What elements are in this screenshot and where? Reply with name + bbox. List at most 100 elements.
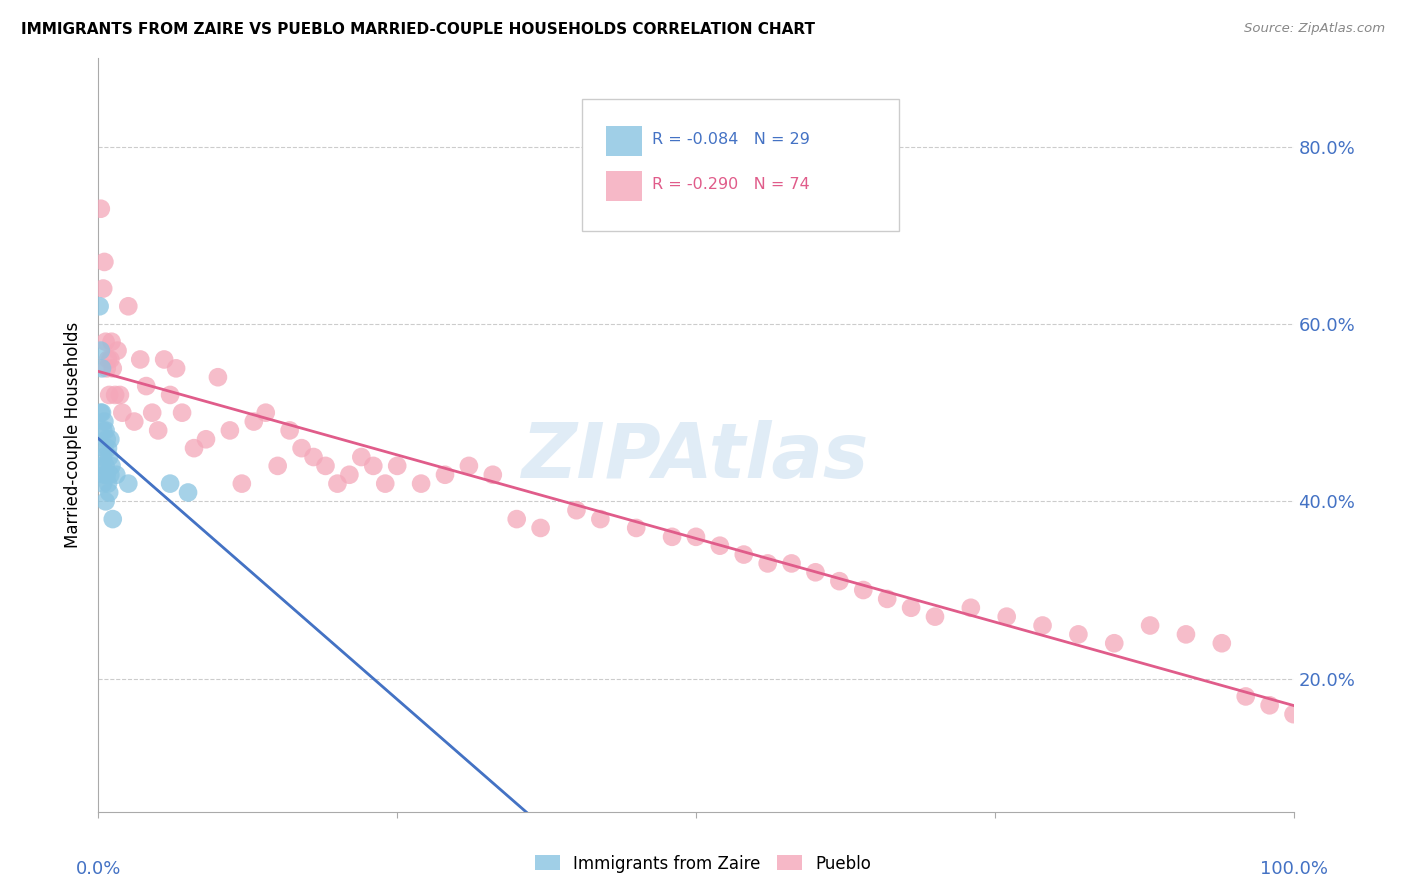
Point xyxy=(278,424,301,438)
Point xyxy=(93,467,115,482)
Point xyxy=(108,388,131,402)
Point xyxy=(98,450,121,464)
Point xyxy=(207,370,229,384)
Point xyxy=(1234,690,1257,704)
Point xyxy=(685,530,707,544)
Point xyxy=(91,424,114,438)
FancyBboxPatch shape xyxy=(606,171,643,202)
Point xyxy=(363,458,385,473)
Point xyxy=(411,476,433,491)
Text: R = -0.290   N = 74: R = -0.290 N = 74 xyxy=(652,178,810,192)
Point xyxy=(135,379,157,393)
Point xyxy=(852,582,875,597)
Legend: Immigrants from Zaire, Pueblo: Immigrants from Zaire, Pueblo xyxy=(529,848,877,880)
Point xyxy=(177,485,200,500)
Point xyxy=(231,476,253,491)
Point xyxy=(1139,618,1161,632)
Point xyxy=(995,609,1018,624)
Point xyxy=(219,424,242,438)
Point xyxy=(100,458,122,473)
Point xyxy=(804,566,827,580)
Point xyxy=(1067,627,1090,641)
Point xyxy=(350,450,373,464)
Point xyxy=(733,548,755,562)
Point xyxy=(141,406,163,420)
Point xyxy=(530,521,553,535)
Y-axis label: Married-couple Households: Married-couple Households xyxy=(65,322,83,548)
Point xyxy=(183,441,205,455)
Point xyxy=(91,406,114,420)
Point xyxy=(385,458,409,473)
Point xyxy=(111,406,134,420)
Point xyxy=(159,388,181,402)
Point xyxy=(876,591,898,606)
Point xyxy=(105,467,128,482)
FancyBboxPatch shape xyxy=(582,99,900,231)
Point xyxy=(374,476,396,491)
Point xyxy=(148,424,170,438)
Point xyxy=(1282,707,1305,722)
Point xyxy=(565,503,588,517)
Point xyxy=(90,406,112,420)
Point xyxy=(1175,627,1198,641)
Point xyxy=(756,557,779,571)
Point xyxy=(117,299,139,313)
Point xyxy=(107,343,129,358)
Point xyxy=(90,343,112,358)
Point xyxy=(1211,636,1233,650)
Point xyxy=(91,361,114,376)
Point xyxy=(302,450,325,464)
Point xyxy=(506,512,529,526)
Point xyxy=(626,521,648,535)
Point xyxy=(124,415,146,429)
Point xyxy=(89,299,111,313)
Text: ZIPAtlas: ZIPAtlas xyxy=(522,420,870,494)
Point xyxy=(91,476,114,491)
Point xyxy=(101,512,124,526)
Point xyxy=(101,361,124,376)
Point xyxy=(661,530,683,544)
Point xyxy=(98,467,122,482)
Point xyxy=(254,406,277,420)
Point xyxy=(91,450,114,464)
Point xyxy=(780,557,803,571)
Text: 100.0%: 100.0% xyxy=(1260,861,1327,879)
Point xyxy=(900,600,922,615)
Point xyxy=(195,432,218,446)
Point xyxy=(94,424,117,438)
Point xyxy=(94,494,117,508)
Point xyxy=(589,512,612,526)
Point xyxy=(94,458,117,473)
Point xyxy=(98,352,122,367)
Point xyxy=(96,467,118,482)
Point xyxy=(165,361,187,376)
Point xyxy=(117,476,139,491)
Point xyxy=(100,334,122,349)
Point xyxy=(291,441,314,455)
Text: Source: ZipAtlas.com: Source: ZipAtlas.com xyxy=(1244,22,1385,36)
Point xyxy=(458,458,481,473)
Text: R = -0.084   N = 29: R = -0.084 N = 29 xyxy=(652,132,810,147)
Point xyxy=(91,458,114,473)
Point xyxy=(1258,698,1281,713)
Point xyxy=(91,281,114,295)
Point xyxy=(172,406,194,420)
Point xyxy=(98,388,121,402)
Point xyxy=(153,352,176,367)
Point xyxy=(828,574,851,589)
Point xyxy=(93,441,115,455)
Point xyxy=(1032,618,1054,632)
Point xyxy=(1104,636,1126,650)
Point xyxy=(97,352,120,367)
Point xyxy=(960,600,983,615)
Point xyxy=(104,388,127,402)
Point xyxy=(243,415,266,429)
Point xyxy=(159,476,181,491)
Point xyxy=(434,467,457,482)
Point xyxy=(97,441,120,455)
Point xyxy=(96,432,118,446)
Point xyxy=(96,361,118,376)
Point xyxy=(709,539,731,553)
Point xyxy=(97,476,120,491)
Point xyxy=(98,485,121,500)
